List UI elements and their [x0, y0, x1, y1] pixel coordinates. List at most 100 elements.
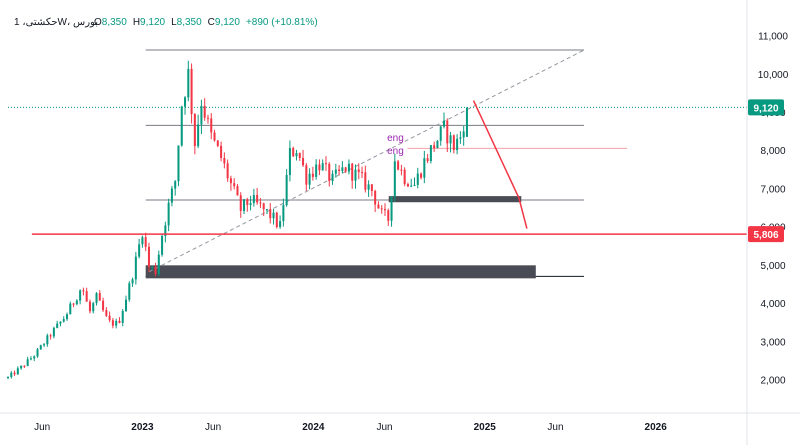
candle-39 — [134, 251, 137, 285]
candle-56 — [190, 63, 193, 124]
candle-17 — [62, 316, 65, 323]
x-tick-label-6: Jun — [547, 422, 563, 433]
support-price-badge: 5,806 — [748, 226, 784, 243]
candle-76 — [256, 188, 259, 205]
candle-65 — [220, 141, 223, 162]
candle-body — [315, 164, 318, 177]
candle-137 — [456, 134, 459, 155]
candle-body — [141, 237, 144, 245]
candle-44 — [151, 265, 154, 271]
candle-body — [403, 169, 406, 185]
legend-change: +890 (+10.81%) — [246, 17, 318, 28]
x-tick-label-4: Jun — [376, 422, 392, 433]
candle-body — [426, 158, 429, 162]
candle-16 — [59, 321, 62, 327]
candle-body — [249, 203, 252, 205]
candle-body — [456, 138, 459, 151]
candle-112 — [374, 189, 377, 213]
candle-42 — [144, 232, 147, 252]
candle-body — [26, 359, 29, 366]
candle-104 — [347, 159, 350, 175]
candle-body — [79, 290, 82, 301]
candle-body — [446, 120, 449, 144]
candle-50 — [170, 185, 173, 207]
candle-body — [20, 365, 23, 369]
candle-body — [377, 204, 380, 209]
projection-path[interactable] — [472, 100, 528, 229]
candle-body — [462, 131, 465, 138]
candle-body — [49, 335, 52, 337]
candle-99 — [331, 170, 334, 185]
legend-low-value: 8,350 — [177, 17, 202, 28]
candle-body — [302, 157, 305, 166]
candle-body — [223, 157, 226, 164]
candle-83 — [279, 215, 282, 229]
candle-140 — [465, 107, 468, 137]
candle-body — [364, 172, 367, 190]
candle-body — [269, 209, 272, 219]
legend-open-label: O — [94, 17, 102, 28]
candle-123 — [410, 178, 413, 188]
candle-55 — [187, 60, 190, 102]
candle-body — [452, 135, 455, 151]
candle-6 — [26, 356, 29, 367]
candle-127 — [423, 150, 426, 184]
candle-body — [252, 195, 255, 204]
candle-body — [108, 315, 111, 321]
candle-body — [361, 172, 364, 174]
candle-body — [6, 377, 10, 379]
legend-high-label: H — [133, 17, 140, 28]
candle-52 — [177, 145, 180, 187]
candle-body — [397, 161, 400, 170]
candle-49 — [167, 198, 170, 232]
candle-98 — [328, 162, 331, 187]
candle-body — [374, 190, 377, 205]
candle-body — [174, 181, 177, 189]
candle-57 — [193, 113, 196, 155]
candle-62 — [210, 113, 213, 140]
candle-24 — [85, 287, 88, 302]
candle-2 — [13, 370, 16, 376]
candle-body — [210, 118, 213, 133]
candle-body — [82, 290, 85, 292]
legend-close-value: 9,120 — [215, 17, 240, 28]
candle-107 — [357, 163, 360, 180]
zone-box-0[interactable] — [145, 265, 536, 279]
candle-28 — [98, 290, 101, 301]
candle-body — [59, 321, 62, 324]
candle-87 — [292, 146, 295, 157]
candle-89 — [298, 152, 301, 161]
y-tick-label-1: 3,000 — [760, 337, 785, 348]
legend-ohlc: O8,350 H9,120 L8,350 C9,120 +890 (+10.81%) — [94, 17, 318, 28]
candle-75 — [252, 188, 255, 207]
candle-8 — [33, 355, 36, 362]
candle-body — [161, 235, 164, 255]
candle-body — [72, 303, 75, 305]
candle-113 — [377, 201, 380, 209]
candle-body — [134, 256, 137, 280]
dashed-trendline[interactable] — [148, 49, 585, 273]
candle-body — [341, 167, 344, 171]
candle-body — [62, 319, 65, 322]
candle-body — [308, 173, 311, 185]
candle-body — [95, 293, 98, 304]
candle-109 — [364, 165, 367, 193]
y-tick-label-6: 8,000 — [760, 146, 785, 157]
candle-53 — [180, 105, 183, 147]
candle-105 — [351, 162, 354, 189]
candle-body — [354, 169, 357, 181]
candle-134 — [446, 118, 449, 153]
candle-body — [16, 368, 19, 375]
candle-29 — [102, 297, 105, 312]
candle-5 — [23, 365, 26, 369]
candle-body — [279, 221, 282, 228]
candle-body — [144, 237, 147, 247]
candle-3 — [16, 366, 19, 376]
zone-box-1[interactable] — [388, 196, 522, 203]
candle-body — [298, 153, 301, 158]
candle-body — [305, 165, 308, 185]
candle-body — [439, 126, 442, 141]
candle-body — [338, 169, 341, 171]
